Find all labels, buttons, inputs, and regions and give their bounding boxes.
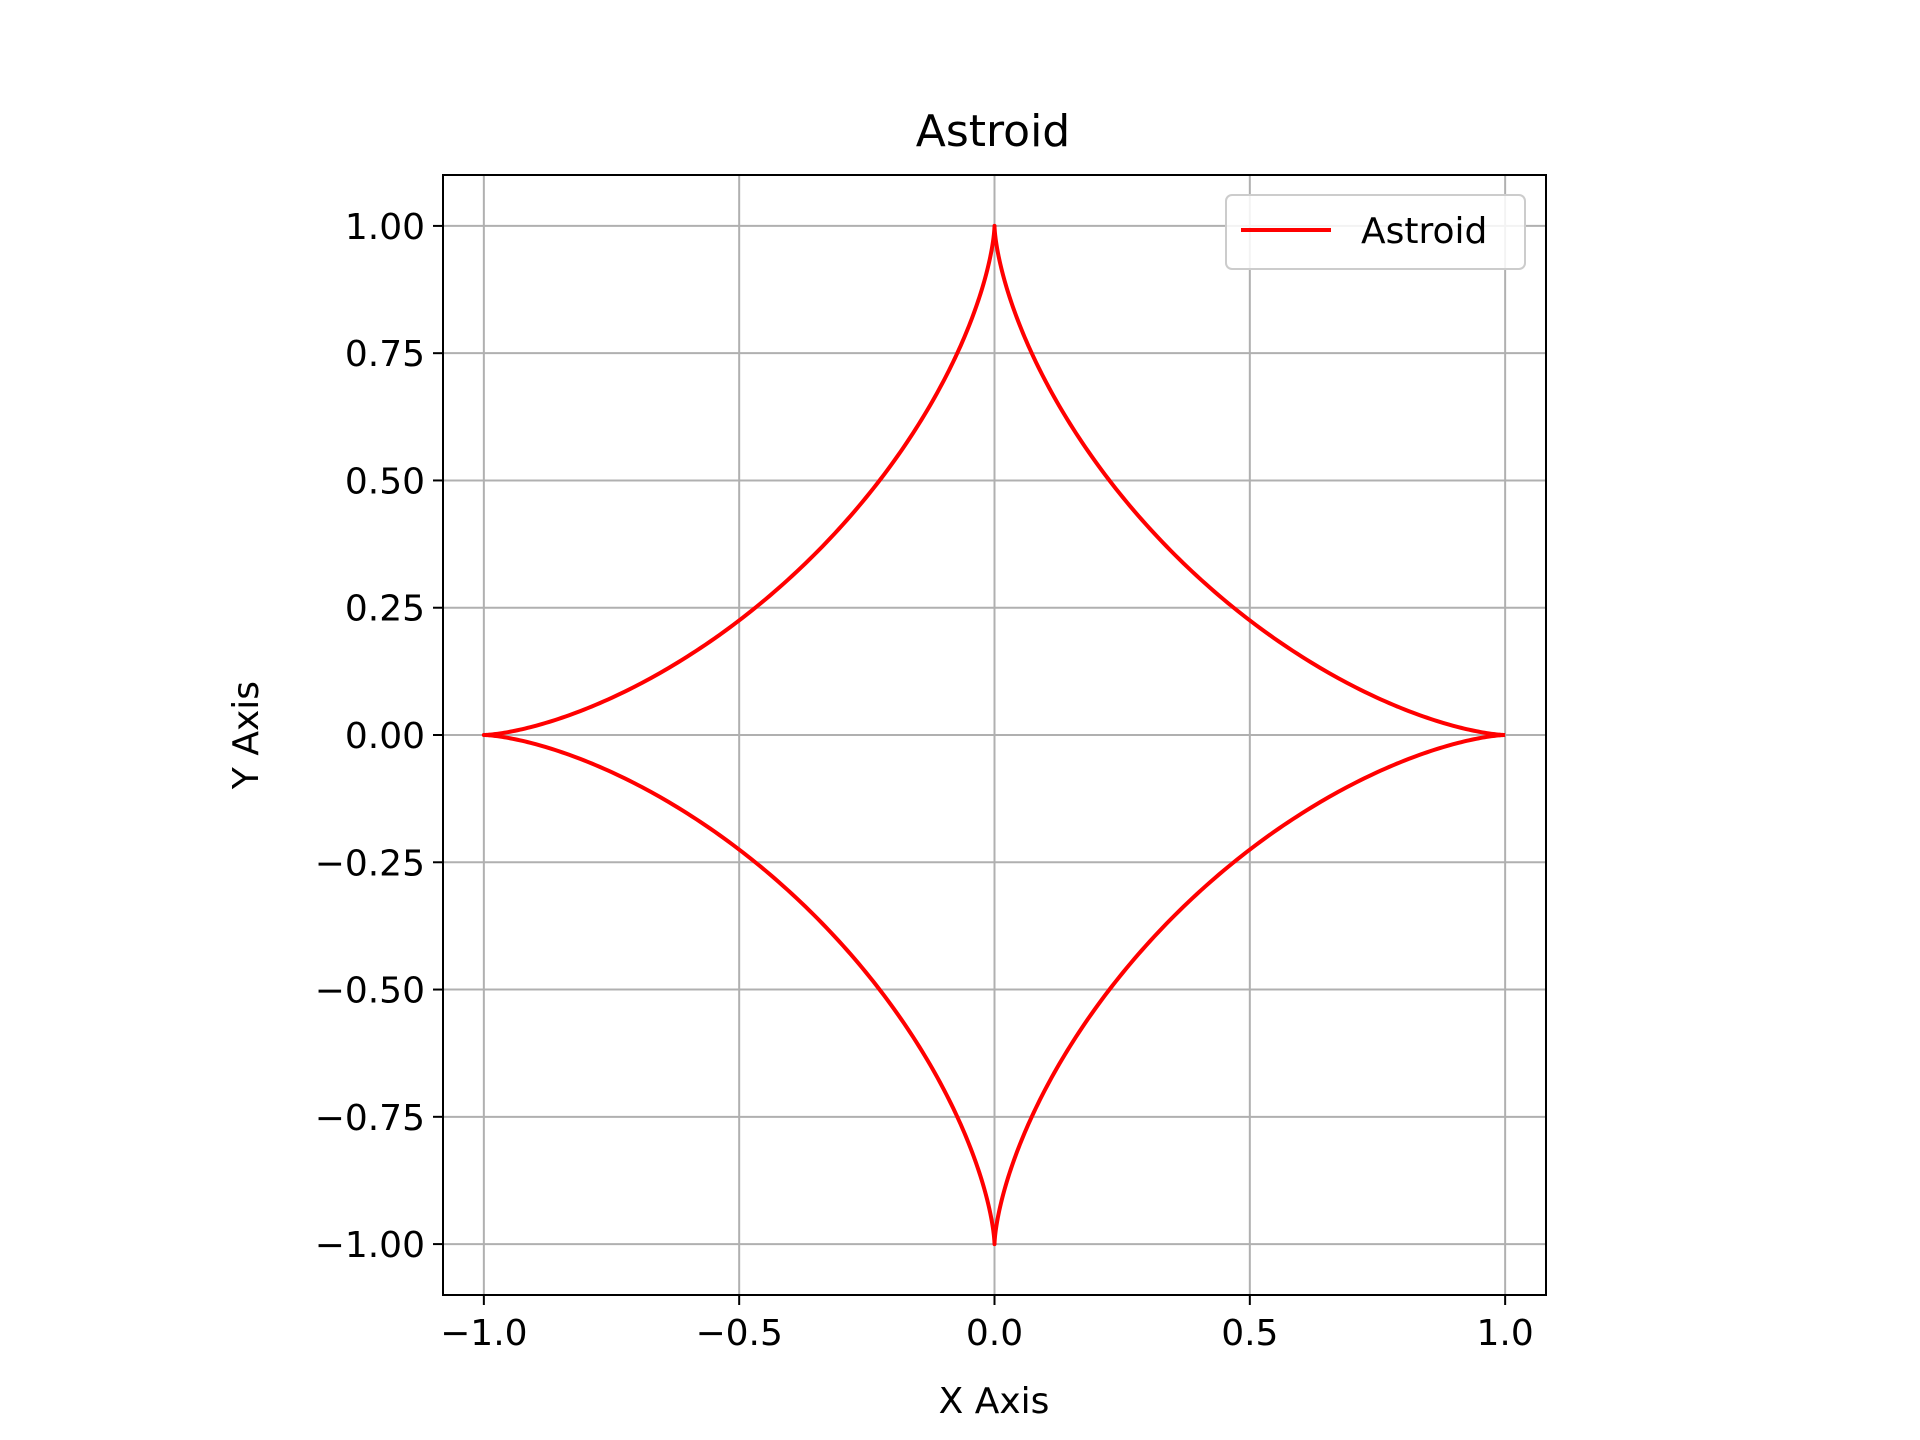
x-tick-label: 0.0 — [966, 1313, 1023, 1354]
chart-title: Astroid — [916, 106, 1070, 157]
x-axis-label: X Axis — [939, 1381, 1050, 1422]
y-tick-label: −0.25 — [315, 843, 425, 884]
y-axis-label: Y Axis — [226, 681, 267, 790]
y-tick-label: −1.00 — [315, 1225, 425, 1266]
x-tick-label: 0.5 — [1221, 1313, 1278, 1354]
y-tick-label: −0.75 — [315, 1098, 425, 1139]
y-axis: −1.00 −0.75 −0.50 −0.25 0.00 0.25 0.50 0.75 1.00 — [315, 207, 443, 1266]
y-tick-label: 0.25 — [345, 589, 425, 630]
y-tick-label: −0.50 — [315, 971, 425, 1012]
legend-box — [1225, 194, 1526, 270]
grid-lines — [443, 175, 1546, 1295]
y-tick-label: 0.00 — [345, 716, 425, 757]
x-tick-label: −0.5 — [695, 1313, 782, 1354]
legend: Astroid — [1225, 194, 1526, 270]
y-tick-label: 0.75 — [345, 334, 425, 375]
legend-label-astroid: Astroid — [1361, 211, 1487, 252]
y-tick-label: 1.00 — [345, 207, 425, 248]
series-line-astroid — [481, 223, 1508, 1247]
x-tick-label: −1.0 — [440, 1313, 527, 1354]
x-axis: −1.0 −0.5 0.0 0.5 1.0 — [440, 1295, 1534, 1354]
x-tick-label: 1.0 — [1477, 1313, 1534, 1354]
y-tick-label: 0.50 — [345, 461, 425, 502]
plot-area — [442, 174, 1547, 1296]
